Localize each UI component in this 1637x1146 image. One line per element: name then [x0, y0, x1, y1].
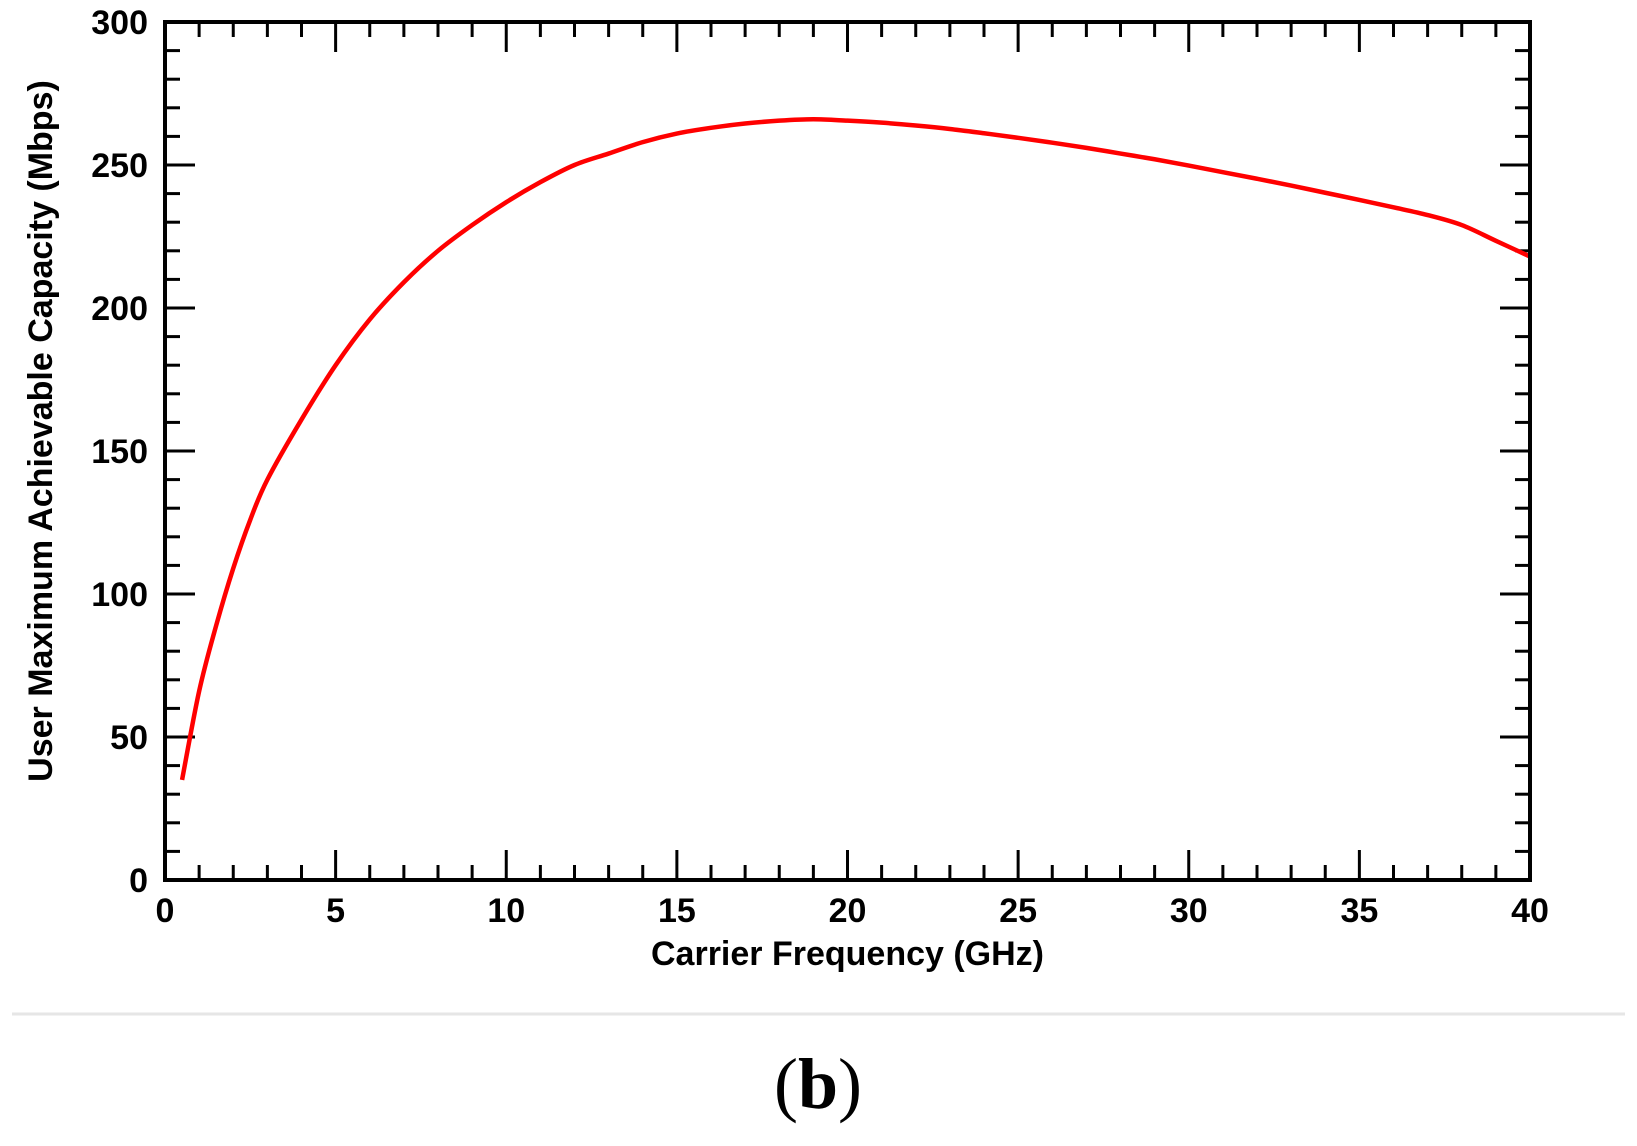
x-tick-label: 25 — [999, 892, 1037, 930]
y-axis-title: User Maximum Achievable Capacity (Mbps) — [22, 80, 60, 782]
y-tick-label: 50 — [110, 719, 148, 757]
x-tick-label: 15 — [658, 892, 696, 930]
plot-frame — [163, 20, 1532, 882]
x-tick-label: 35 — [1340, 892, 1378, 930]
x-tick-label: 5 — [326, 892, 345, 930]
panel-label-open: ( — [774, 1044, 798, 1124]
panel-label-close: ) — [838, 1044, 862, 1124]
axis-tick-labels: 0 5 10 15 20 25 30 35 40 0 50 100 150 200 250 300 — [91, 4, 1549, 930]
panel-label-letter: b — [798, 1044, 838, 1124]
y-tick-label: 300 — [91, 4, 148, 42]
x-tick-label: 40 — [1511, 892, 1549, 930]
y-tick-label: 150 — [91, 433, 148, 471]
series-line — [179, 116, 1531, 781]
data-series — [179, 116, 1531, 781]
y-tick-label: 200 — [91, 290, 148, 328]
y-tick-label: 100 — [91, 576, 148, 614]
y-tick-label: 0 — [129, 862, 148, 900]
x-tick-label: 0 — [156, 892, 175, 930]
x-tick-label: 30 — [1170, 892, 1208, 930]
y-tick-label: 250 — [91, 147, 148, 185]
x-tick-label: 10 — [487, 892, 525, 930]
x-tick-label: 20 — [829, 892, 867, 930]
x-axis-title: Carrier Frequency (GHz) — [651, 935, 1044, 973]
panel-label: (b) — [774, 1044, 862, 1124]
